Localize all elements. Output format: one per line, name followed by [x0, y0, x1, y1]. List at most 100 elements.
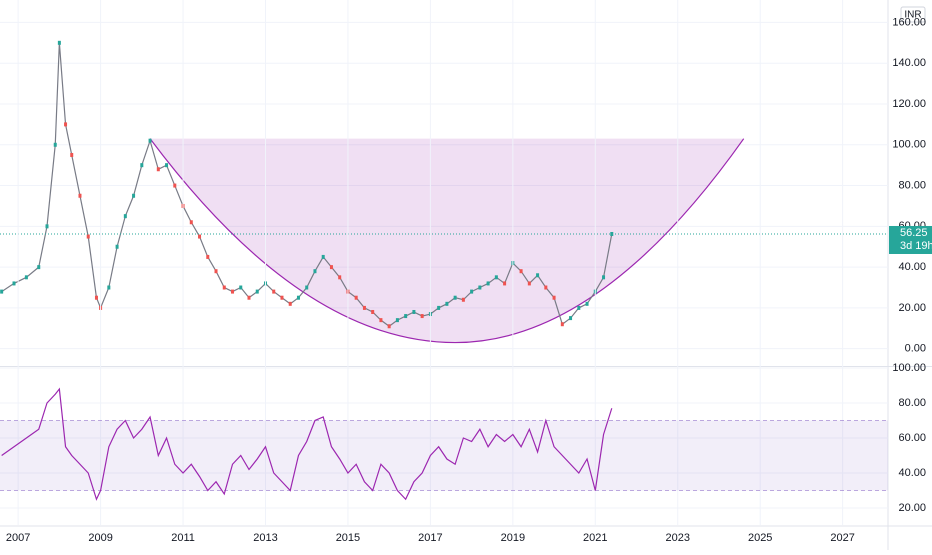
data-line — [1, 387, 613, 501]
price-marker — [552, 295, 556, 300]
price-marker — [247, 295, 251, 300]
price-marker — [107, 285, 111, 290]
price-marker — [478, 285, 482, 290]
last-price: 56.25 — [900, 227, 928, 239]
price-marker — [296, 295, 300, 300]
y-tick-label: 0.00 — [905, 343, 926, 355]
y-tick-label: 20.00 — [898, 302, 926, 314]
price-marker — [371, 309, 375, 314]
y-tick-label: 20.00 — [898, 502, 926, 514]
currency-badge — [900, 6, 926, 23]
price-marker — [70, 152, 74, 157]
price-marker — [329, 265, 333, 270]
x-tick-label: 2013 — [253, 532, 277, 544]
price-marker — [239, 285, 243, 290]
price-marker — [57, 40, 61, 45]
price-marker — [280, 295, 284, 300]
price-marker — [503, 281, 507, 286]
price-marker — [420, 314, 424, 319]
countdown: 3d 19h — [900, 240, 932, 252]
price-marker — [519, 269, 523, 274]
y-tick-label: 100.00 — [892, 362, 926, 374]
x-tick-label: 2027 — [830, 532, 854, 544]
price-marker — [78, 193, 82, 198]
price-marker — [123, 214, 127, 219]
price-marker — [115, 244, 119, 249]
price-marker — [379, 318, 383, 323]
price-marker — [24, 275, 28, 280]
price-marker — [94, 295, 98, 300]
price-marker — [165, 163, 169, 168]
last-price-box — [889, 225, 932, 254]
price-marker — [486, 281, 490, 286]
price-marker — [288, 301, 292, 306]
price-marker — [222, 285, 226, 290]
price-marker — [437, 305, 441, 310]
price-marker — [387, 324, 391, 329]
price-marker — [453, 295, 457, 300]
price-marker — [64, 122, 68, 127]
price-marker — [494, 275, 498, 280]
y-tick-label: 40.00 — [898, 467, 926, 479]
y-tick-label: 100.00 — [892, 139, 926, 151]
cup-curve — [149, 138, 745, 344]
price-marker — [305, 285, 309, 290]
price-marker — [206, 254, 210, 259]
currency: INR — [904, 10, 921, 21]
price-marker — [536, 273, 540, 278]
x-tick-label: 2025 — [748, 532, 772, 544]
price-marker — [461, 297, 465, 302]
price-marker — [445, 301, 449, 306]
price-marker — [132, 193, 136, 198]
price-marker — [12, 281, 16, 286]
price-marker — [156, 167, 160, 172]
x-tick-label: 2019 — [501, 532, 525, 544]
price-marker — [198, 234, 202, 239]
y-tick-label: 60.00 — [898, 432, 926, 444]
price-marker — [577, 305, 581, 310]
price-marker — [214, 269, 218, 274]
x-tick-label: 2021 — [583, 532, 607, 544]
x-tick-label: 2017 — [418, 532, 442, 544]
price-marker — [362, 305, 366, 310]
price-marker — [148, 138, 152, 143]
price-marker — [313, 269, 317, 274]
price-marker — [86, 234, 90, 239]
price-marker — [53, 142, 57, 147]
price-marker — [0, 289, 4, 294]
y-tick-label: 80.00 — [898, 397, 926, 409]
price-marker — [404, 314, 408, 319]
price-marker — [610, 231, 614, 236]
price-marker — [412, 309, 416, 314]
price-marker — [272, 289, 276, 294]
price-marker — [395, 318, 399, 323]
y-tick-label: 40.00 — [898, 261, 926, 273]
price-marker — [602, 275, 606, 280]
price-marker — [321, 254, 325, 259]
price-marker — [527, 281, 531, 286]
price-marker — [37, 265, 41, 270]
y-tick-label: 140.00 — [892, 57, 926, 69]
price-marker — [544, 285, 548, 290]
price-marker — [173, 183, 177, 188]
x-tick-label: 2023 — [666, 532, 690, 544]
price-marker — [45, 224, 49, 229]
price-marker — [470, 289, 474, 294]
price-marker — [189, 220, 193, 225]
price-marker — [140, 163, 144, 168]
price-marker — [338, 275, 342, 280]
price-marker — [255, 289, 259, 294]
price-marker — [585, 301, 589, 306]
price-marker — [560, 322, 564, 327]
y-tick-label: 120.00 — [892, 98, 926, 110]
price-marker — [231, 289, 235, 294]
x-tick-label: 2007 — [6, 532, 30, 544]
price-marker — [569, 316, 573, 321]
price-marker — [354, 295, 358, 300]
x-tick-label: 2015 — [336, 532, 360, 544]
x-tick-label: 2011 — [171, 532, 195, 544]
y-tick-label: 80.00 — [898, 179, 926, 191]
y-tick-label: 160.00 — [892, 16, 926, 28]
